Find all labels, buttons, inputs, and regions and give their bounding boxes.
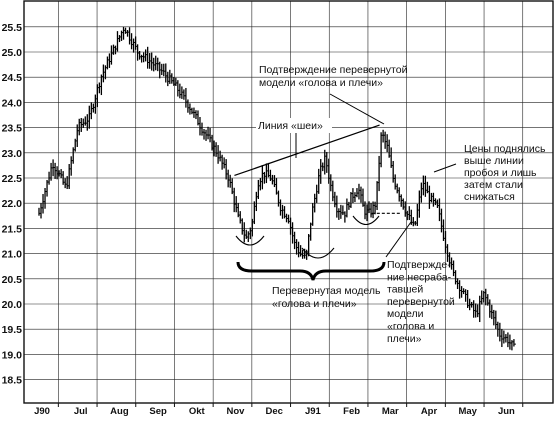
annotation-line: модели — [387, 308, 424, 320]
x-tick-label: Aug — [110, 406, 129, 417]
y-tick-label: 23.0 — [2, 148, 23, 160]
y-tick-label: 22.5 — [2, 173, 23, 185]
y-tick-label: 19.5 — [2, 324, 23, 336]
annotation-failed: Подтвержде-ние несраба-тавшей перевернуто… — [387, 259, 455, 345]
annotation-line: снижаться — [464, 191, 515, 203]
annotations: Подтверждение перевернутой модели «голова… — [256, 64, 546, 345]
x-tick-label: Jul — [74, 406, 88, 417]
x-tick-label: Jun — [498, 406, 515, 417]
annotation-line: затем стали — [464, 179, 523, 191]
y-tick-label: 21.0 — [2, 249, 23, 261]
y-tick-label: 18.5 — [2, 375, 23, 387]
price-bars — [38, 26, 516, 351]
annotation-bg — [256, 118, 332, 133]
annotation-line: «голова и — [387, 321, 434, 333]
pattern-lines — [234, 93, 457, 281]
annotation-line: пробоя и лишь — [464, 167, 537, 179]
neckline — [234, 124, 380, 177]
x-tick-label: Mar — [382, 406, 399, 417]
annotation-line: тавшей — [387, 284, 423, 296]
x-tick-label: Feb — [343, 406, 360, 417]
y-tick-label: 20.0 — [2, 299, 23, 311]
annotation-line: Линия «шеи» — [258, 120, 323, 132]
annotation-neck: Линия «шеи» — [258, 120, 323, 132]
x-tick-label: J90 — [34, 406, 50, 417]
annotation-line: плечи» — [387, 333, 422, 345]
annotation-model: Перевернутая модель «голова и плечи» — [272, 285, 381, 310]
pattern-arc — [352, 215, 380, 226]
x-tick-label: Dec — [265, 406, 282, 417]
annotation-line: перевернутой — [387, 296, 455, 308]
y-tick-label: 24.0 — [2, 97, 23, 109]
x-axis-ticks: J90 Jul Aug Sep Okt Nov Dec J91 Feb Mar Apr May Jun — [34, 403, 524, 417]
pattern-brace — [236, 261, 386, 281]
pattern-arc — [301, 247, 335, 259]
annotation-prices: Цены поднялись выше линии пробоя и лишь зат… — [464, 143, 546, 203]
x-tick-label: Sep — [149, 406, 167, 417]
annotation-line: Цены поднялись — [464, 143, 546, 155]
plot-frame — [23, 0, 554, 404]
annotation-line: Подтверждение перевернутой — [259, 64, 408, 76]
annotation-line: модели «голова и плечи» — [259, 77, 383, 89]
pattern-arc — [235, 235, 265, 246]
y-tick-label: 24.5 — [2, 72, 23, 84]
y-tick-label: 25.0 — [2, 47, 23, 59]
y-tick-label: 20.5 — [2, 274, 23, 286]
failed-leader — [385, 221, 412, 258]
y-axis-ticks: 25.5 25.0 24.5 24.0 23.5 23.0 22.5 22.0 21.5 21.0… — [2, 22, 23, 387]
annotation-line: ние несраба- — [387, 271, 452, 283]
annotation-confirm: Подтверждение перевернутой модели «голова… — [259, 64, 408, 89]
grid-lines — [24, 1, 553, 403]
y-tick-label: 19.0 — [2, 349, 23, 361]
annotation-line: Перевернутая модель — [272, 285, 381, 297]
x-tick-label: May — [458, 406, 477, 417]
y-tick-label: 25.5 — [2, 22, 23, 34]
y-tick-label: 22.0 — [2, 198, 23, 210]
x-tick-label: Okt — [189, 406, 206, 417]
confirm-leader — [329, 93, 385, 125]
annotation-line: выше линии — [464, 155, 524, 167]
x-tick-label: Apr — [421, 406, 438, 417]
annotation-line: Подтвержде- — [387, 259, 451, 271]
prices-leader — [433, 163, 457, 173]
annotation-line: «голова и плечи» — [272, 298, 357, 310]
y-tick-label: 21.5 — [2, 223, 23, 235]
x-tick-label: Nov — [227, 406, 246, 417]
x-tick-label: J91 — [305, 406, 322, 417]
y-tick-label: 23.5 — [2, 123, 23, 135]
